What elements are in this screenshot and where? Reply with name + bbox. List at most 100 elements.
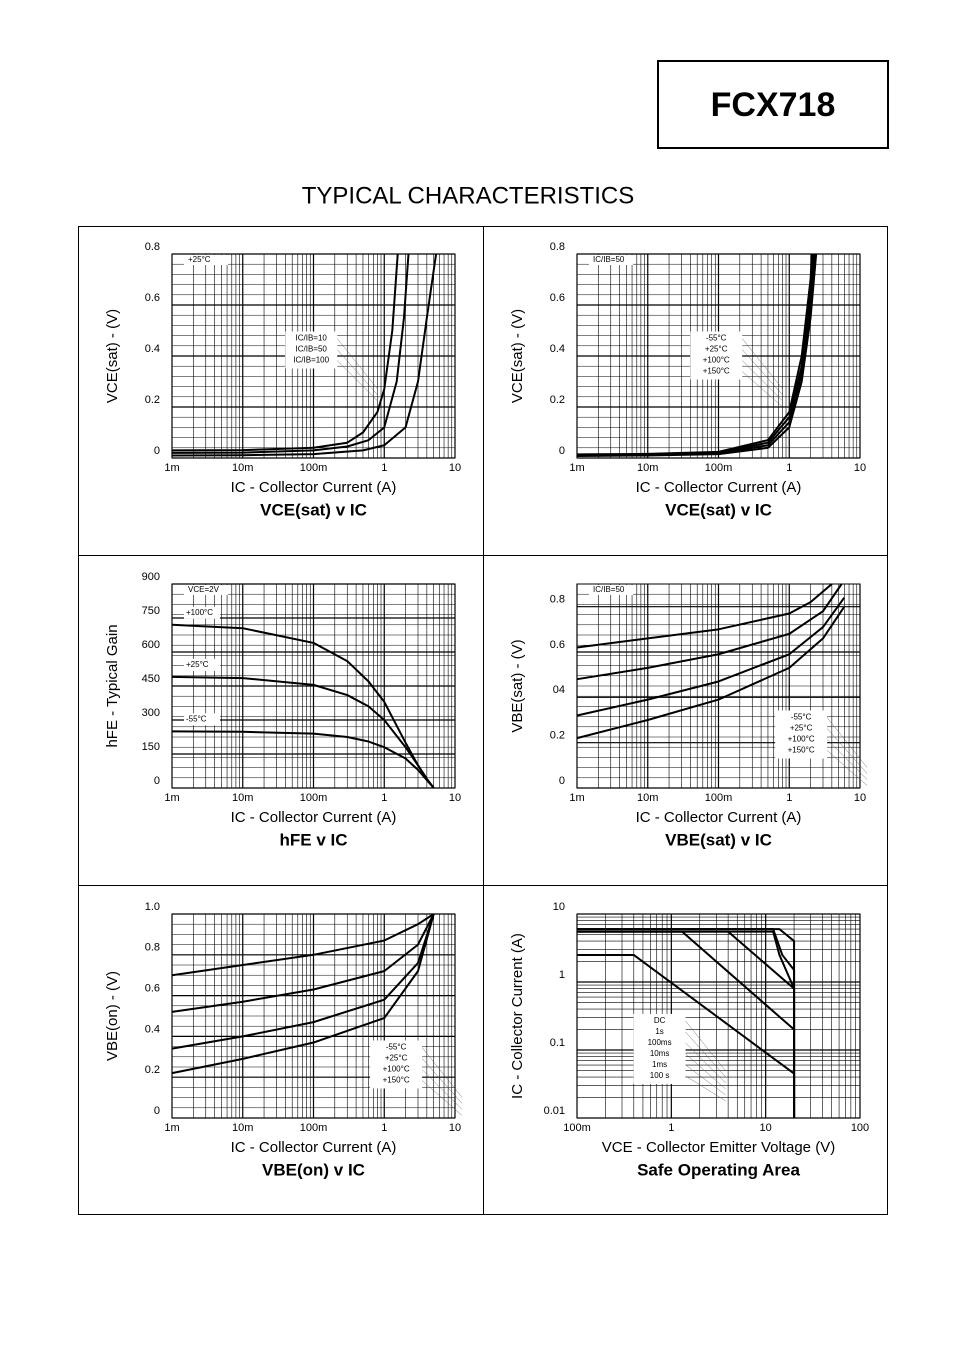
y-tick-label: 0 [559,445,565,457]
x-tick-label: 10m [637,462,658,474]
series-line [171,913,435,1050]
legend-leader [337,349,378,395]
legend-label: +25°C [790,724,813,733]
y-tick-label: 0 [559,775,565,787]
legend-label: IC/IB=100 [293,356,329,365]
legend-leader [685,1042,726,1084]
legend-leader [685,1053,726,1090]
legend-label: +25°C [705,345,728,354]
x-tick-label: 100m [705,792,733,804]
y-tick-label: 0.2 [145,394,160,406]
annotation-box [184,255,228,265]
series-line [576,583,833,649]
legend-label: +100°C [788,735,815,744]
chart-title: Safe Operating Area [637,1160,800,1179]
legend-box [370,1040,423,1089]
y-tick-label: 0.8 [550,594,565,606]
x-tick-label: 1 [786,462,792,474]
chart-title: VCE(sat) v IC [260,500,367,519]
legend-box [184,606,220,619]
legend-label: +150°C [383,1076,410,1085]
x-axis-label: IC - Collector Current (A) [231,479,397,496]
x-tick-label: 10 [449,462,461,474]
chart-title: hFE v IC [279,830,347,849]
legend-label: +100°C [186,608,213,617]
legend-label: +25°C [385,1054,408,1063]
y-axis-label: VBE(on) - (V) [104,971,121,1061]
y-tick-label: 0.6 [145,983,160,995]
series-line [171,913,435,1013]
y-tick-label: 150 [142,741,160,753]
x-tick-label: 1 [381,462,387,474]
x-tick-label: 100m [705,462,733,474]
legend-box [690,331,743,380]
x-tick-label: 100 [851,1122,869,1134]
plot-area [576,913,861,1119]
legend-label: +100°C [383,1065,410,1074]
annotation-box [589,255,633,265]
y-tick-label: 0.4 [550,343,565,355]
legend-label: +25°C [186,660,209,669]
x-tick-label: 10 [854,462,866,474]
y-tick-label: 0.2 [550,730,565,742]
part-number: FCX718 [711,86,836,124]
legend-box [633,1013,686,1084]
y-tick-label: 10 [553,901,565,913]
y-tick-label: 0.1 [550,1037,565,1049]
x-tick-label: 10m [232,1122,253,1134]
legend-leader [337,360,378,401]
legend-leader [685,1031,726,1078]
annotation-box [589,585,633,595]
y-axis-label: IC - Collector Current (A) [509,933,526,1099]
x-tick-label: 100m [300,462,328,474]
series-line [171,253,438,457]
x-tick-label: 10 [854,792,866,804]
legend-label: 1ms [652,1060,667,1069]
annotation: VCE=2V [188,585,220,594]
legend-label: -55°C [791,713,812,722]
y-tick-label: 0.01 [544,1105,565,1117]
x-tick-label: 1 [786,792,792,804]
series-line [576,583,843,681]
y-tick-label: 0.8 [550,241,565,253]
y-tick-label: 04 [553,684,565,696]
x-tick-label: 1 [381,1122,387,1134]
y-tick-label: 0.4 [145,1023,160,1035]
series-line [576,253,814,456]
series-line [171,913,435,1075]
chart-title: VBE(sat) v IC [665,830,772,849]
legend-leader [742,338,783,389]
legend-leader [421,1069,463,1110]
y-axis-label: VBE(sat) - (V) [509,639,526,732]
y-tick-label: 0 [154,445,160,457]
legend-label: -55°C [186,714,207,723]
legend-leader [826,728,868,774]
legend-label: +100°C [703,356,730,365]
x-tick-label: 100m [563,1122,591,1134]
annotation-box [184,585,228,595]
y-tick-label: 900 [142,571,160,583]
x-tick-label: 10m [232,792,253,804]
x-axis-label: IC - Collector Current (A) [231,1139,397,1156]
legend-leader [742,349,783,395]
annotation: IC/IB=50 [593,255,625,264]
x-tick-label: 1 [381,792,387,804]
series-line [171,730,435,789]
y-tick-label: 0.8 [145,241,160,253]
legend-leader [421,1047,463,1098]
series-line [171,675,435,789]
x-axis-label: IC - Collector Current (A) [231,809,397,826]
legend-label: -55°C [386,1043,407,1052]
legend-box [184,658,220,671]
legend-leader [685,1075,726,1102]
legend-leader [685,1020,726,1072]
y-axis-label: VCE(sat) - (V) [509,309,526,403]
series-line [171,913,435,977]
legend-leader [826,750,868,786]
legend-leader [421,1058,463,1104]
series-line [576,606,846,740]
legend-label: 1s [655,1027,663,1036]
y-tick-label: 0.6 [145,292,160,304]
series-line [577,928,796,1118]
